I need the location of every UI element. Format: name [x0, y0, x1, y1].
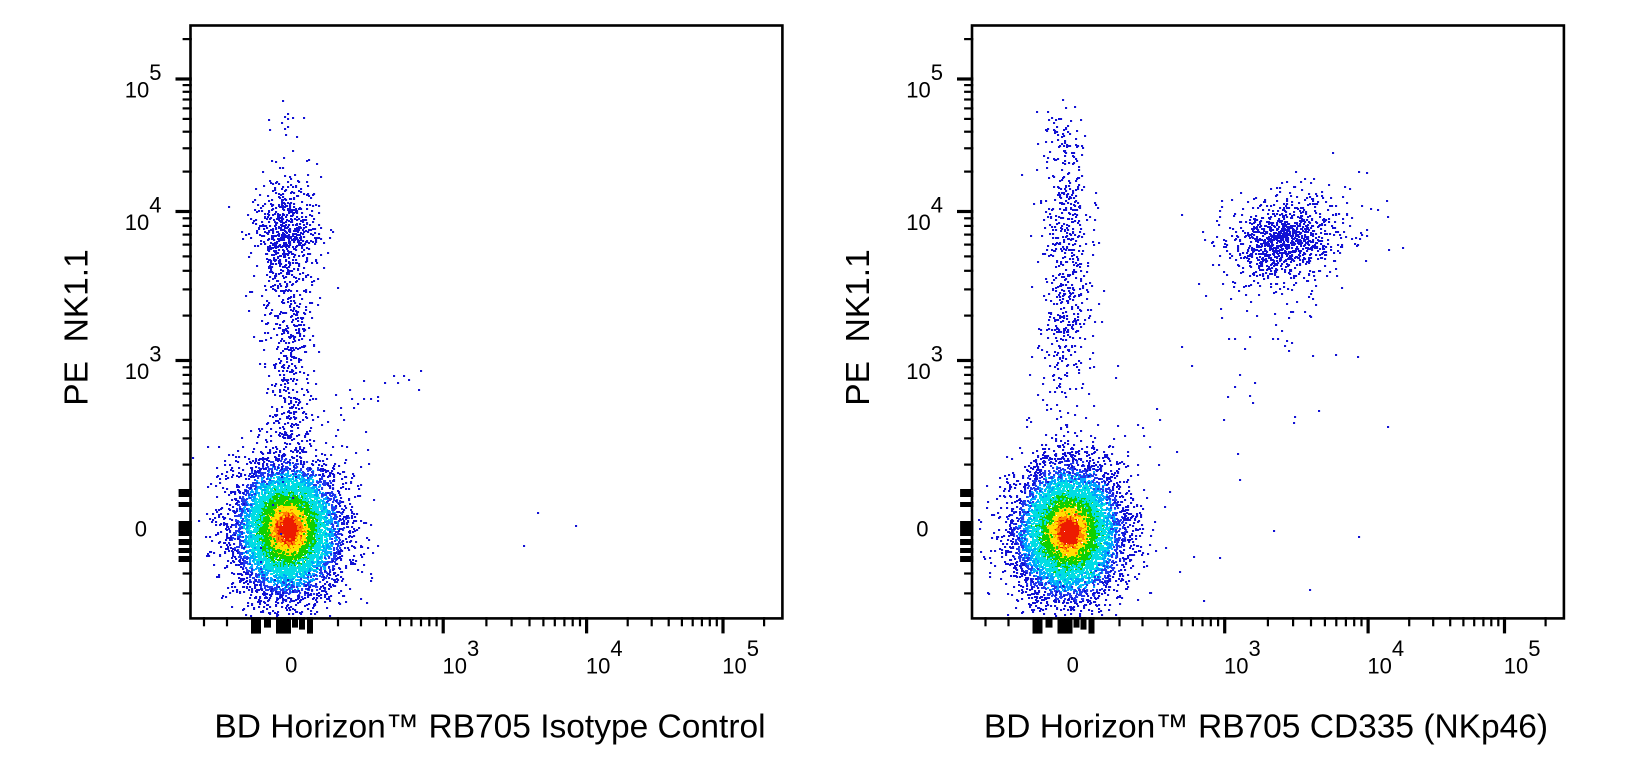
- svg-text:PE NK1.1: PE NK1.1: [59, 249, 96, 405]
- svg-text:0: 0: [135, 517, 147, 542]
- svg-text:BD Horizon™ RB705 Isotype Cont: BD Horizon™ RB705 Isotype Control: [214, 709, 765, 746]
- svg-text:BD Horizon™ RB705 CD335 (NKp46: BD Horizon™ RB705 CD335 (NKp46): [984, 709, 1548, 746]
- svg-text:PE NK1.1: PE NK1.1: [840, 249, 877, 405]
- svg-text:0: 0: [916, 517, 928, 542]
- svg-text:0: 0: [285, 653, 297, 678]
- svg-text:0: 0: [1067, 653, 1079, 678]
